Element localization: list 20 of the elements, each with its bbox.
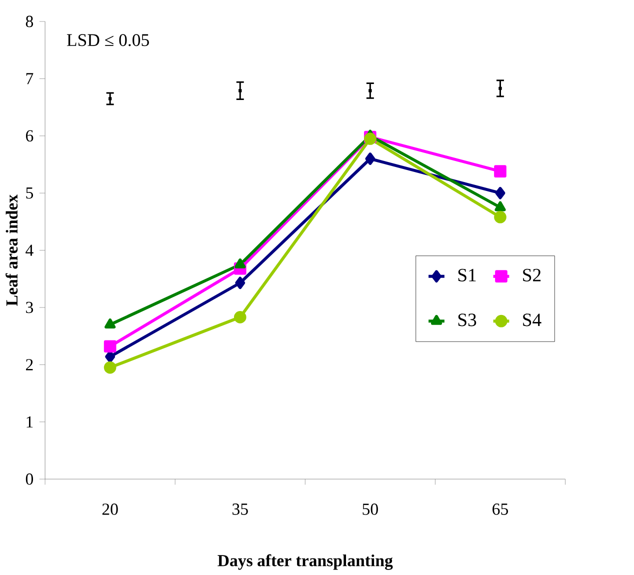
x-tick-label: 65	[492, 503, 508, 515]
y-axis-title: Leaf area index	[6, 194, 18, 306]
x-axis-title: Days after transplanting	[218, 554, 393, 570]
legend-label: S1	[458, 268, 476, 282]
y-tick-label: 1	[26, 416, 33, 428]
y-tick-label: 2	[26, 358, 33, 370]
x-tick-label: 20	[102, 503, 118, 515]
y-tick-label: 6	[26, 130, 34, 142]
y-tick-label: 4	[26, 244, 34, 256]
y-tick-label: 0	[26, 473, 34, 485]
x-tick-label: 50	[362, 503, 378, 515]
x-tick-label: 35	[232, 503, 248, 515]
y-tick-label: 3	[26, 302, 34, 313]
legend-label: S3	[458, 313, 476, 326]
legend-label: S4	[523, 313, 542, 326]
y-tick-label: 5	[26, 187, 34, 198]
y-tick-label: 7	[26, 72, 34, 84]
legend-label: S2	[523, 268, 541, 282]
annotation: LSD ≤ 0.05	[66, 34, 149, 46]
y-tick-label: 8	[26, 16, 34, 27]
